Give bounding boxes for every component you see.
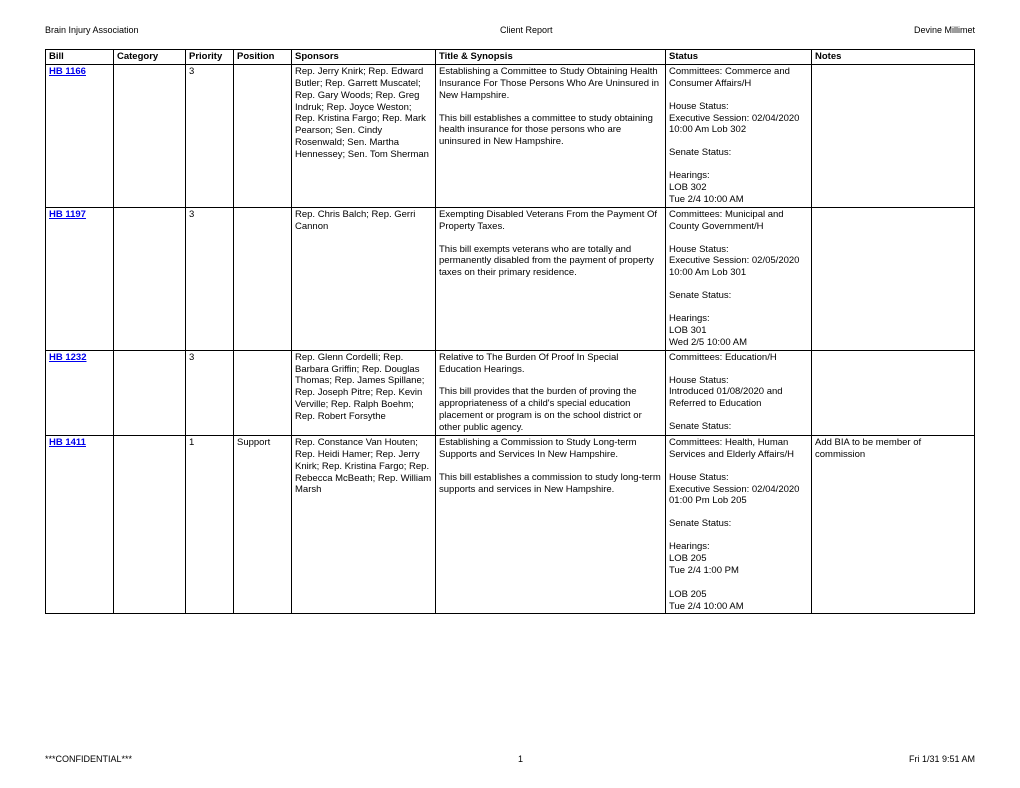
cell-bill: HB 1197: [46, 207, 114, 350]
cell-category: [114, 207, 186, 350]
bill-link[interactable]: HB 1197: [49, 209, 86, 220]
cell-title: Establishing a Commission to Study Long-…: [436, 435, 666, 614]
table-row: HB 1232 3 Rep. Glenn Cordelli; Rep. Barbar…: [46, 350, 975, 435]
col-sponsors: Sponsors: [292, 50, 436, 65]
cell-category: [114, 64, 186, 207]
table-header-row: Bill Category Priority Position Sponsors…: [46, 50, 975, 65]
cell-position: [234, 64, 292, 207]
cell-position: [234, 207, 292, 350]
cell-title: Exempting Disabled Veterans From the Pay…: [436, 207, 666, 350]
cell-notes: [812, 64, 975, 207]
cell-bill: HB 1411: [46, 435, 114, 614]
col-category: Category: [114, 50, 186, 65]
col-notes: Notes: [812, 50, 975, 65]
cell-status: Committees: Municipal and County Governm…: [666, 207, 812, 350]
cell-status: Committees: Commerce and Consumer Affair…: [666, 64, 812, 207]
cell-priority: 3: [186, 64, 234, 207]
page-footer: ***CONFIDENTIAL*** 1 Fri 1/31 9:51 AM: [45, 754, 975, 764]
page-header: Brain Injury Association Client Report D…: [45, 25, 975, 35]
header-center: Client Report: [500, 25, 553, 35]
footer-right: Fri 1/31 9:51 AM: [909, 754, 975, 764]
cell-category: [114, 350, 186, 435]
header-right: Devine Millimet: [914, 25, 975, 35]
col-bill: Bill: [46, 50, 114, 65]
bill-link[interactable]: HB 1232: [49, 352, 87, 363]
cell-sponsors: Rep. Constance Van Houten; Rep. Heidi Ha…: [292, 435, 436, 614]
cell-notes: Add BIA to be member of commission: [812, 435, 975, 614]
cell-priority: 3: [186, 207, 234, 350]
col-status: Status: [666, 50, 812, 65]
col-position: Position: [234, 50, 292, 65]
table-row: HB 1197 3 Rep. Chris Balch; Rep. Gerri Can…: [46, 207, 975, 350]
footer-center: 1: [518, 754, 523, 764]
footer-left: ***CONFIDENTIAL***: [45, 754, 132, 764]
table-body: HB 1166 3 Rep. Jerry Knirk; Rep. Edward Bu…: [46, 64, 975, 614]
cell-sponsors: Rep. Glenn Cordelli; Rep. Barbara Griffi…: [292, 350, 436, 435]
cell-sponsors: Rep. Jerry Knirk; Rep. Edward Butler; Re…: [292, 64, 436, 207]
cell-priority: 1: [186, 435, 234, 614]
cell-priority: 3: [186, 350, 234, 435]
cell-title: Relative to The Burden Of Proof In Speci…: [436, 350, 666, 435]
report-table: Bill Category Priority Position Sponsors…: [45, 49, 975, 614]
table-row: HB 1411 1SupportRep. Constance Van Houten…: [46, 435, 975, 614]
cell-status: Committees: Education/HHouse Status:Intr…: [666, 350, 812, 435]
header-left: Brain Injury Association: [45, 25, 139, 35]
bill-link[interactable]: HB 1411: [49, 437, 86, 448]
cell-notes: [812, 350, 975, 435]
cell-notes: [812, 207, 975, 350]
page: Brain Injury Association Client Report D…: [0, 0, 1020, 788]
cell-title: Establishing a Committee to Study Obtain…: [436, 64, 666, 207]
bill-link[interactable]: HB 1166: [49, 66, 86, 77]
cell-bill: HB 1232: [46, 350, 114, 435]
cell-status: Committees: Health, Human Services and E…: [666, 435, 812, 614]
cell-bill: HB 1166: [46, 64, 114, 207]
cell-category: [114, 435, 186, 614]
cell-position: [234, 350, 292, 435]
col-title: Title & Synopsis: [436, 50, 666, 65]
cell-sponsors: Rep. Chris Balch; Rep. Gerri Cannon: [292, 207, 436, 350]
cell-position: Support: [234, 435, 292, 614]
table-row: HB 1166 3 Rep. Jerry Knirk; Rep. Edward Bu…: [46, 64, 975, 207]
col-priority: Priority: [186, 50, 234, 65]
